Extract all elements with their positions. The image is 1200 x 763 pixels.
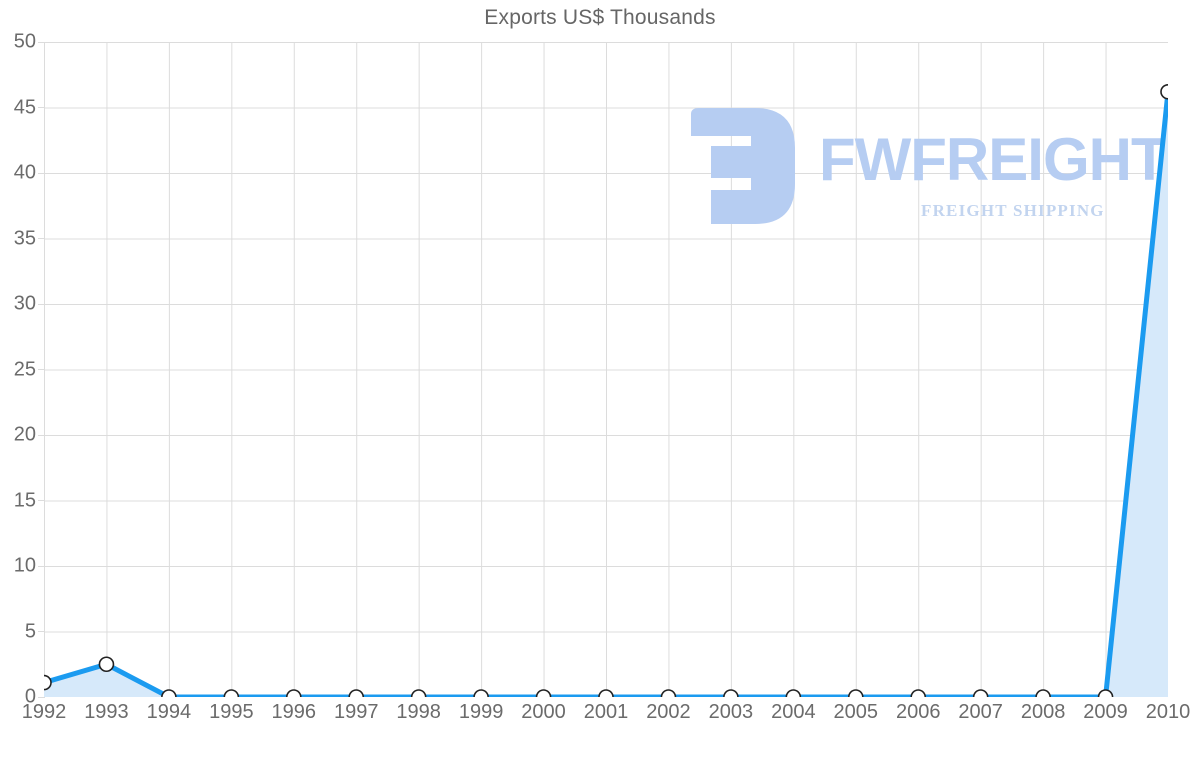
y-axis-tick-label: 20 [13, 423, 36, 446]
y-axis-tick-label: 45 [13, 96, 36, 118]
y-axis-tick-mark [38, 434, 45, 436]
data-point-marker[interactable] [1036, 690, 1050, 697]
y-axis-tick-mark [38, 238, 45, 239]
x-axis-tick-label: 1992 [21, 701, 67, 723]
data-point-marker[interactable] [1099, 690, 1113, 697]
data-point-marker[interactable] [911, 690, 925, 697]
y-axis-tick-label: 50 [13, 30, 36, 53]
y-axis-tick-label: 15 [13, 489, 36, 511]
data-point-marker[interactable] [786, 690, 800, 697]
area-fill [44, 91, 1168, 697]
x-axis-tick-label: 2005 [833, 701, 879, 723]
y-axis-tick-mark [38, 41, 45, 43]
y-axis-tick-mark [38, 631, 45, 632]
data-point-marker[interactable] [1161, 85, 1168, 99]
y-axis-tick-mark [38, 696, 45, 698]
data-point-marker[interactable] [287, 690, 301, 697]
y-axis-tick-label: 0 [24, 685, 36, 708]
data-point-markers [44, 85, 1168, 697]
data-point-marker[interactable] [44, 676, 51, 690]
data-point-marker[interactable] [99, 657, 113, 671]
data-point-marker[interactable] [412, 690, 426, 697]
data-point-marker[interactable] [724, 690, 738, 697]
x-axis-tick-label: 2008 [1020, 701, 1066, 723]
data-point-marker[interactable] [224, 690, 238, 697]
x-axis-tick-label: 1994 [146, 701, 192, 723]
series-line [44, 92, 1168, 697]
data-point-marker[interactable] [599, 690, 613, 697]
y-axis-tick-mark [38, 303, 45, 305]
x-axis-tick-label: 1995 [209, 701, 254, 723]
x-axis-tick-label: 2001 [583, 701, 629, 723]
x-axis-tick-label: 2004 [771, 701, 816, 723]
x-axis-tick-label: 2003 [708, 701, 754, 723]
x-axis-tick-label: 2000 [521, 701, 566, 723]
y-axis-tick-label: 35 [13, 227, 36, 249]
data-point-marker[interactable] [537, 690, 551, 697]
data-point-marker[interactable] [162, 690, 176, 697]
x-axis-tick-label: 1999 [458, 701, 504, 723]
grid-lines [44, 42, 1168, 697]
x-axis-tick-label: 2009 [1083, 701, 1128, 723]
y-axis-tick-mark [38, 107, 45, 108]
y-axis-tick-mark [38, 565, 45, 567]
chart-title: Exports US$ Thousands [484, 6, 716, 29]
y-axis-tick-label: 40 [13, 161, 36, 184]
y-axis-tick-mark [38, 172, 45, 174]
data-point-marker[interactable] [474, 690, 488, 697]
y-axis-tick-label: 5 [24, 620, 36, 642]
y-axis-tick-mark [38, 369, 45, 370]
x-axis-tick-label: 2002 [646, 701, 691, 723]
y-axis-tick-label: 10 [13, 554, 36, 577]
x-axis-tick-label: 1996 [271, 701, 317, 723]
plot-area: FWFREIGHT FREIGHT SHIPPING [44, 42, 1168, 697]
x-axis-tick-label: 1998 [396, 701, 441, 723]
x-axis-tick-label: 1997 [333, 701, 379, 723]
x-axis-tick-label: 2007 [958, 701, 1003, 723]
x-axis-tick-label: 1993 [84, 701, 129, 723]
data-point-marker[interactable] [349, 690, 363, 697]
y-axis-tick-label: 25 [13, 358, 36, 380]
data-point-marker[interactable] [849, 690, 863, 697]
x-axis-tick-label: 2006 [895, 701, 941, 723]
data-point-marker[interactable] [661, 690, 675, 697]
x-axis-tick-label: 2010 [1145, 701, 1191, 723]
y-axis-tick-mark [38, 500, 45, 501]
y-axis-tick-label: 30 [13, 292, 36, 315]
data-series [44, 42, 1168, 697]
data-point-marker[interactable] [974, 690, 988, 697]
